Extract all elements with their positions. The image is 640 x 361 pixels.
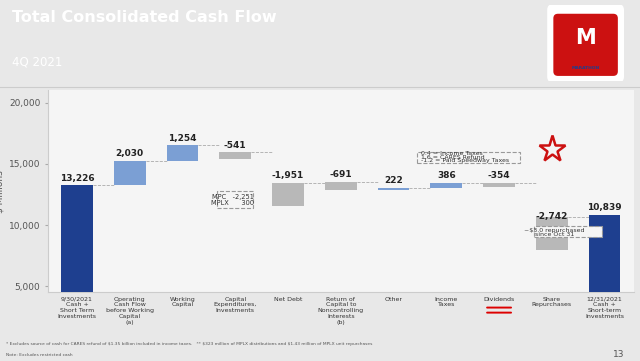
Text: * Excludes source of cash for CARES refund of $1.35 billion included in income t: * Excludes source of cash for CARES refu… <box>6 342 372 346</box>
Bar <box>272 183 304 206</box>
Text: 1.6 = CARES Refund: 1.6 = CARES Refund <box>421 155 484 160</box>
Bar <box>325 182 356 190</box>
FancyBboxPatch shape <box>417 152 520 162</box>
Bar <box>483 183 515 187</box>
Y-axis label: $ Millions: $ Millions <box>0 170 4 213</box>
Bar <box>220 152 251 158</box>
Text: MPC   -2,251: MPC -2,251 <box>212 194 253 200</box>
Text: -1.2 = Paid Speedway Taxes: -1.2 = Paid Speedway Taxes <box>421 158 509 162</box>
Text: 222: 222 <box>384 176 403 185</box>
Text: 10,839: 10,839 <box>588 203 622 212</box>
Text: M: M <box>575 28 596 48</box>
Text: 386: 386 <box>437 171 456 180</box>
Text: Note: Excludes restricted cash: Note: Excludes restricted cash <box>6 353 73 357</box>
Bar <box>431 183 462 188</box>
Text: 13,226: 13,226 <box>60 174 94 183</box>
Bar <box>61 186 93 348</box>
Text: 2,030: 2,030 <box>116 149 144 158</box>
Text: ~$3.0 repurchased: ~$3.0 repurchased <box>524 227 585 232</box>
Text: -2,742: -2,742 <box>536 212 568 221</box>
Bar <box>114 161 146 186</box>
Text: -354: -354 <box>488 171 510 180</box>
Text: 4Q 2021: 4Q 2021 <box>12 56 62 69</box>
FancyBboxPatch shape <box>547 4 624 83</box>
FancyBboxPatch shape <box>534 226 602 237</box>
Text: -541: -541 <box>224 140 246 149</box>
Text: MPLX      300: MPLX 300 <box>211 200 254 206</box>
FancyBboxPatch shape <box>554 14 618 76</box>
Text: -691: -691 <box>330 170 352 179</box>
Bar <box>589 215 620 348</box>
Bar <box>536 217 568 250</box>
Text: 13: 13 <box>612 351 624 360</box>
Text: 0.4 = Income Taxes: 0.4 = Income Taxes <box>421 151 483 156</box>
Text: Total Consolidated Cash Flow: Total Consolidated Cash Flow <box>12 10 276 25</box>
Bar <box>166 145 198 161</box>
Text: -1,951: -1,951 <box>272 171 304 180</box>
Text: since Oct 31: since Oct 31 <box>535 232 574 237</box>
Text: MARATHON: MARATHON <box>572 66 600 70</box>
Bar <box>378 188 410 190</box>
Text: 1,254: 1,254 <box>168 134 196 143</box>
